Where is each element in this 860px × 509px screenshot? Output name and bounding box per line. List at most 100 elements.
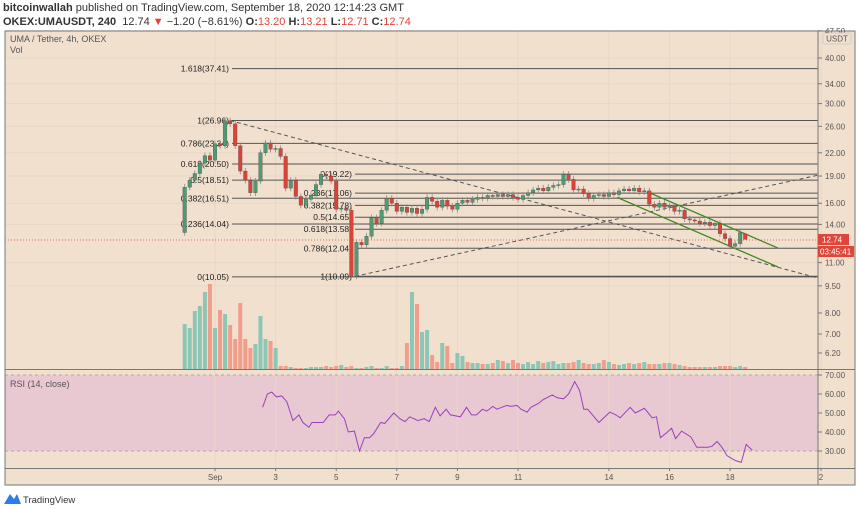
- volume-bar: [531, 364, 536, 369]
- volume-bar: [712, 367, 717, 369]
- candle-up: [606, 192, 611, 197]
- volume-bar: [702, 367, 707, 369]
- candle-down: [207, 155, 212, 161]
- candle-up: [339, 208, 344, 210]
- candle-down: [490, 195, 495, 197]
- volume-bar: [197, 306, 202, 369]
- volume-bar: [389, 368, 394, 369]
- candle-up: [576, 188, 581, 191]
- price-axis[interactable]: 47.50 40.00 34.00 30.00 26.00 22.00 19.00 16.00…: [818, 27, 846, 456]
- volume-bar: [606, 362, 611, 369]
- candle-up: [263, 142, 268, 153]
- volume-bar: [207, 284, 212, 369]
- candle-down: [480, 197, 485, 199]
- volume-bar: [718, 366, 722, 369]
- channel-line: [646, 191, 779, 249]
- candle-down: [344, 208, 349, 211]
- volume-bar: [384, 366, 389, 369]
- volume-bar: [268, 341, 273, 369]
- tradingview-logo[interactable]: TradingView: [4, 494, 75, 506]
- time-tick-label: 3: [273, 473, 278, 482]
- low-label: L:: [330, 16, 342, 28]
- candle-up: [364, 235, 369, 246]
- candle-down: [233, 123, 238, 146]
- volume-bar: [500, 361, 505, 369]
- price-tick-label: 34.00: [825, 80, 846, 89]
- fib-level-label: 1(10.09): [320, 271, 352, 281]
- candle-up: [384, 198, 389, 211]
- volume-bar: [551, 361, 556, 369]
- candle-up: [460, 200, 465, 204]
- candle-up: [632, 187, 637, 192]
- candle-down: [248, 180, 253, 193]
- candle-down: [374, 217, 379, 224]
- volume-bar: [425, 330, 430, 369]
- symbol: OKEX:UMAUSDT, 240: [3, 16, 117, 28]
- candle-up: [455, 203, 460, 210]
- candle-down: [672, 206, 677, 212]
- last-price-tag: [818, 234, 849, 245]
- volume-bar: [278, 366, 283, 369]
- volume-legend: Vol: [10, 45, 23, 55]
- candles: [182, 117, 748, 280]
- price-tick-label: 11.00: [825, 259, 845, 268]
- author-name[interactable]: bitcoinwallah: [3, 2, 73, 14]
- volume-bar: [273, 348, 278, 369]
- candle-down: [682, 210, 687, 219]
- volume-bar: [319, 367, 324, 369]
- volume-bar: [586, 364, 591, 369]
- high-label: H:: [288, 16, 301, 28]
- fibonacci-levels: 1.618(37.41)1(26.96)0.786(23.34)0.618(20…: [181, 64, 818, 282]
- volume-bar: [445, 346, 450, 369]
- volume-bar: [627, 363, 632, 369]
- publish-info: bitcoinwallah published on TradingView.c…: [3, 2, 404, 14]
- candle-down: [283, 156, 288, 189]
- candle-down: [612, 192, 616, 195]
- volume-bar: [561, 363, 566, 369]
- candle-up: [657, 203, 662, 208]
- candle-down: [516, 197, 520, 200]
- open-value: 13.20: [257, 16, 286, 28]
- volume-bar: [723, 366, 728, 369]
- price-tick-label: 14.00: [825, 220, 846, 229]
- candle-down: [329, 175, 334, 182]
- rsi-tick-label: 30.00: [825, 447, 846, 456]
- volume-bar: [571, 362, 576, 369]
- volume-bar: [420, 332, 425, 369]
- candle-up: [596, 194, 601, 196]
- candle-up: [273, 148, 278, 150]
- volume-bar: [218, 310, 223, 369]
- time-tick-label: 16: [665, 473, 674, 482]
- time-tick-label: 11: [514, 473, 523, 482]
- volume-bar: [223, 314, 228, 369]
- volume-bar: [480, 364, 485, 369]
- time-tick-label: Sep: [208, 473, 223, 482]
- candle-up: [354, 242, 359, 277]
- volume-bar: [359, 368, 364, 369]
- volume-bar: [677, 365, 682, 369]
- volume-bar: [692, 367, 697, 369]
- candle-down: [430, 197, 435, 202]
- fib-level-label: 0(10.05): [197, 272, 229, 282]
- candle-down: [571, 179, 576, 191]
- price-tick-label: 22.00: [825, 149, 846, 158]
- candle-up: [425, 197, 430, 210]
- volume-bar: [409, 292, 414, 369]
- candle-down: [228, 120, 233, 125]
- volume-bar: [202, 292, 207, 369]
- volume-bar: [182, 324, 187, 369]
- time-axis[interactable]: Sep 3 5 7 9 11 14 16 18 2: [208, 468, 824, 482]
- candle-up: [733, 243, 738, 247]
- candle-down: [627, 188, 632, 192]
- candle-up: [258, 152, 263, 182]
- volume-bar: [339, 365, 344, 369]
- candle-down: [662, 203, 667, 208]
- volume-bar: [510, 360, 515, 369]
- candle-down: [445, 200, 450, 207]
- volume-bar: [233, 339, 238, 369]
- volume-bar: [399, 366, 404, 369]
- candle-down: [566, 174, 571, 180]
- volume-bar: [566, 363, 571, 369]
- rsi-line: [262, 380, 753, 464]
